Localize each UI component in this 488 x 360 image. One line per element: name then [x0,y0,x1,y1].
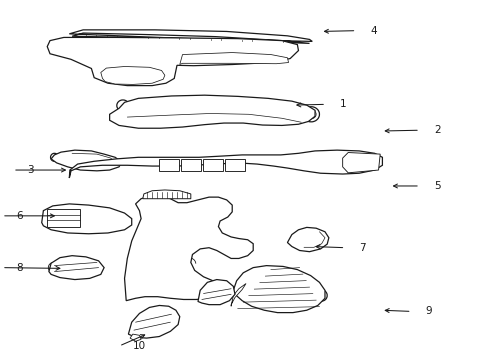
Text: 3: 3 [27,165,33,175]
Polygon shape [69,150,382,178]
Polygon shape [203,159,223,171]
Polygon shape [128,305,180,338]
Text: 4: 4 [369,26,376,36]
Text: 10: 10 [133,341,145,351]
Polygon shape [342,153,380,173]
Text: 5: 5 [433,181,440,191]
Polygon shape [51,150,122,171]
Polygon shape [198,280,235,305]
Polygon shape [159,159,178,171]
Polygon shape [109,95,314,128]
Polygon shape [69,30,312,44]
Polygon shape [41,204,131,234]
Text: 1: 1 [339,99,346,109]
Text: 8: 8 [16,262,22,273]
Polygon shape [47,37,298,86]
Text: 7: 7 [359,243,365,253]
Polygon shape [142,190,190,199]
Polygon shape [180,53,288,64]
Text: 6: 6 [16,211,22,221]
Polygon shape [49,256,104,280]
Polygon shape [47,209,80,226]
Polygon shape [130,334,141,341]
Polygon shape [233,266,325,312]
Text: 2: 2 [433,125,440,135]
Polygon shape [231,284,245,306]
Polygon shape [101,67,164,84]
Polygon shape [124,196,253,301]
Text: 9: 9 [425,306,431,316]
Polygon shape [287,228,328,252]
Polygon shape [224,159,244,171]
Polygon shape [181,159,201,171]
